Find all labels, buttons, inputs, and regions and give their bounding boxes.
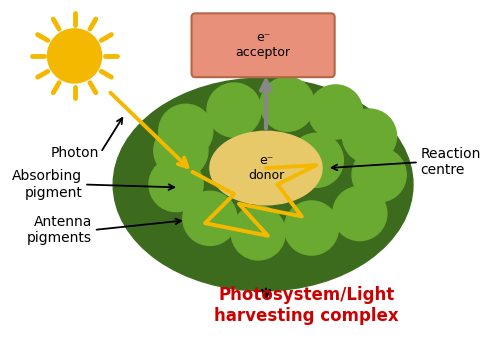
Circle shape [308,85,362,139]
Circle shape [48,29,102,83]
Circle shape [332,186,387,241]
Text: Absorbing
pigment: Absorbing pigment [12,169,82,200]
Circle shape [149,157,203,211]
Circle shape [154,123,208,178]
Ellipse shape [210,131,322,205]
Text: Photosystem/Light
harvesting complex: Photosystem/Light harvesting complex [214,286,399,325]
Circle shape [289,133,344,187]
Circle shape [342,109,396,163]
Circle shape [284,201,339,255]
FancyBboxPatch shape [192,13,334,77]
Circle shape [207,83,261,137]
Text: e⁻
donor: e⁻ donor [248,154,284,182]
Circle shape [352,148,406,202]
Text: Antenna
pigments: Antenna pigments [27,215,92,245]
Circle shape [260,77,314,131]
Text: Photon: Photon [50,146,98,159]
Circle shape [183,191,237,245]
Text: Reaction
centre: Reaction centre [420,147,481,177]
Circle shape [158,104,213,158]
Text: e⁻
acceptor: e⁻ acceptor [236,31,290,59]
Circle shape [231,206,285,260]
Ellipse shape [113,78,413,291]
